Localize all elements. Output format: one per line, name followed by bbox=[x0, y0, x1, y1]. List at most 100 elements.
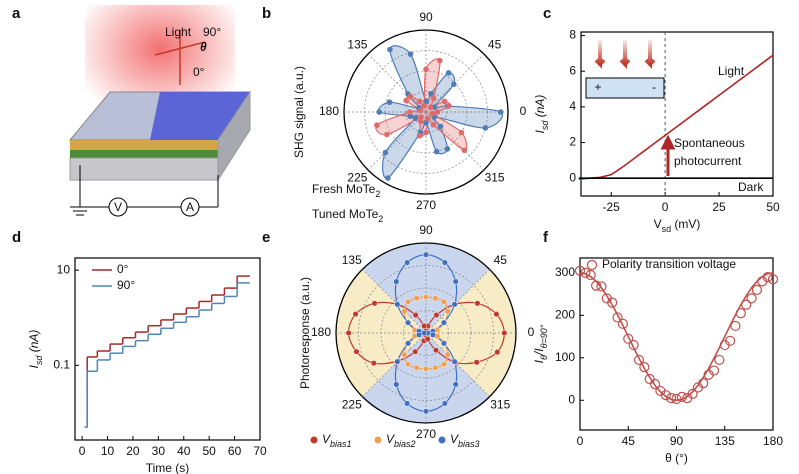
polarization-arrow bbox=[154, 41, 206, 56]
angle-grid bbox=[367, 53, 427, 113]
data-point bbox=[660, 390, 671, 401]
y-tick-label: 0 bbox=[568, 392, 575, 406]
data-point bbox=[452, 381, 459, 388]
angle-grid bbox=[425, 269, 490, 334]
data-point bbox=[430, 95, 437, 102]
data-point bbox=[417, 107, 424, 114]
data-point bbox=[440, 340, 447, 347]
y-axis-label: Iθ/Iθ=90° bbox=[532, 324, 549, 363]
y-tick-label: 0 bbox=[569, 170, 576, 184]
data-point bbox=[413, 364, 420, 371]
legend-marker bbox=[586, 259, 598, 271]
panel-label: a bbox=[12, 5, 21, 22]
data-point bbox=[352, 311, 359, 318]
data-point bbox=[767, 274, 779, 285]
data-point bbox=[639, 362, 650, 373]
data-point bbox=[421, 322, 428, 330]
data-point bbox=[730, 320, 741, 332]
data-point bbox=[417, 118, 424, 125]
angle-tick-label: 45 bbox=[494, 253, 508, 267]
y-tick-label: 4 bbox=[569, 99, 576, 113]
inset-device bbox=[585, 77, 665, 99]
x-tick-label: 0 bbox=[79, 444, 86, 458]
voltmeter bbox=[108, 197, 128, 217]
data-point bbox=[441, 259, 448, 266]
data-point bbox=[407, 51, 414, 57]
data-point bbox=[612, 312, 623, 323]
y-tick-label: 6 bbox=[569, 63, 576, 77]
inset-label: - bbox=[652, 80, 656, 94]
y-axis-label: Photoresponse (a.u.) bbox=[298, 277, 312, 389]
y-tick-label: 8 bbox=[569, 28, 576, 42]
data-point bbox=[403, 97, 409, 104]
legend-label: Vbias1 bbox=[322, 432, 352, 449]
data-point bbox=[393, 381, 400, 388]
x-axis-label: Vsd (mV) bbox=[654, 217, 701, 234]
data-point bbox=[444, 146, 451, 152]
data-point bbox=[432, 347, 439, 354]
angle-tick-label: 90 bbox=[419, 223, 433, 237]
data-point bbox=[461, 147, 468, 154]
data-point bbox=[428, 90, 434, 97]
plot-frame bbox=[74, 257, 261, 441]
plot-frame bbox=[580, 31, 774, 197]
angle-tick-label: 225 bbox=[347, 171, 367, 185]
panel-label: e bbox=[262, 229, 270, 246]
data-point bbox=[405, 319, 412, 326]
x-axis-label: θ (°) bbox=[665, 451, 688, 465]
data-point bbox=[440, 319, 447, 326]
x-tick-label: 50 bbox=[202, 444, 216, 458]
data-point bbox=[433, 148, 440, 155]
angle-tick-label: 90 bbox=[419, 10, 433, 24]
angle-tick-label: 180 bbox=[311, 325, 331, 339]
angle-tick-label: 0 bbox=[528, 325, 535, 339]
data-point bbox=[473, 359, 480, 366]
angle-tick-label: 45 bbox=[488, 38, 502, 52]
data-point bbox=[429, 331, 437, 338]
data-point bbox=[430, 121, 437, 128]
data-point bbox=[387, 46, 393, 53]
data-point bbox=[404, 259, 411, 266]
data-point bbox=[416, 132, 423, 139]
legend-label: 0° bbox=[117, 262, 129, 276]
ammeter-label: A bbox=[186, 200, 194, 214]
y-tick-label: 200 bbox=[555, 308, 575, 322]
data-point bbox=[423, 119, 429, 126]
substrate bbox=[69, 157, 219, 181]
data-point bbox=[617, 318, 628, 329]
angle-grid bbox=[425, 332, 490, 397]
x-tick-label: 40 bbox=[177, 444, 191, 458]
panel-label: c bbox=[543, 5, 551, 22]
data-point bbox=[401, 351, 408, 358]
light-label: Light bbox=[165, 25, 192, 39]
x-tick-label: 45 bbox=[622, 434, 636, 448]
panel-label: d bbox=[12, 229, 21, 246]
y-axis-label: Isd (nA) bbox=[533, 95, 550, 134]
angle-tick-label: 0 bbox=[520, 104, 527, 118]
legend-label: Tuned MoTe2 bbox=[312, 207, 383, 224]
data-point bbox=[444, 308, 451, 315]
data-point bbox=[446, 103, 452, 109]
angle-label: 90° bbox=[203, 25, 221, 39]
schematic: a V A Light 90° θ 0° bbox=[12, 5, 251, 217]
data-point bbox=[501, 329, 508, 337]
data-point bbox=[407, 113, 413, 120]
data-point bbox=[353, 348, 360, 355]
data-point bbox=[451, 81, 457, 87]
data-point bbox=[406, 109, 413, 115]
x-tick-label: 135 bbox=[715, 434, 735, 448]
data-point bbox=[427, 104, 434, 111]
x-tick-label: -25 bbox=[603, 200, 621, 214]
data-point bbox=[445, 70, 452, 76]
data-point bbox=[458, 129, 465, 136]
data-point bbox=[404, 361, 412, 368]
data-point bbox=[423, 98, 429, 105]
data-point bbox=[474, 300, 481, 307]
legend-marker bbox=[310, 436, 318, 444]
angle-tick-label: 315 bbox=[485, 171, 505, 185]
light-arrow bbox=[594, 40, 606, 69]
data-point bbox=[437, 123, 444, 130]
data-point bbox=[412, 312, 419, 319]
data-point bbox=[404, 298, 412, 305]
